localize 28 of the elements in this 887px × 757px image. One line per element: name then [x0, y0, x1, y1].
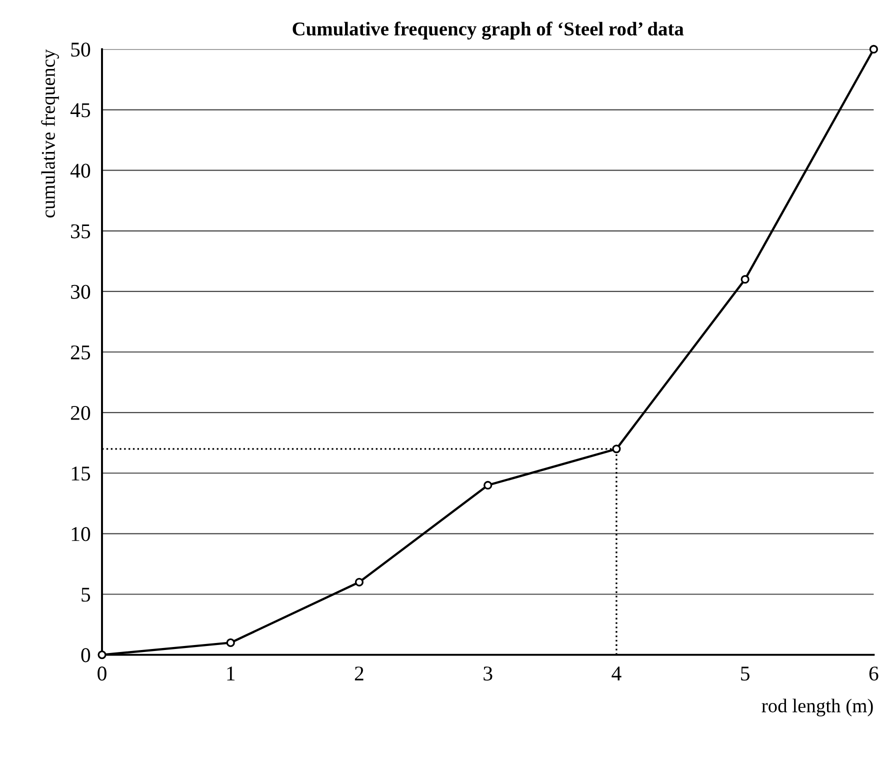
point — [354, 578, 364, 586]
y-tick-label: 10 — [72, 527, 90, 542]
point — [484, 480, 492, 490]
y-tick-label: 40 — [70, 164, 90, 178]
y-tick-label: 25 — [70, 345, 90, 360]
point — [740, 275, 750, 284]
y-tick-label: 50 — [71, 42, 90, 57]
x-tick-label: 5 — [741, 666, 750, 681]
y-tick-label: 45 — [70, 103, 90, 118]
y-tick-label: 30 — [71, 284, 90, 299]
chart-title: Cumulative frequency graph of ‘Steel rod’ data — [292, 22, 684, 40]
point — [98, 650, 106, 660]
x-tick-label: 1 — [227, 666, 235, 680]
x-tick-label: 2 — [354, 666, 364, 680]
y-tick-label: 15 — [72, 466, 90, 481]
x-tick-label: 3 — [484, 666, 492, 681]
x-tick-label: 4 — [612, 666, 622, 680]
point — [226, 638, 235, 647]
point — [612, 444, 621, 454]
y-tick-label: 5 — [82, 588, 90, 602]
y-tick-label: 20 — [70, 406, 90, 420]
x-tick-label: 6 — [869, 666, 878, 681]
y-tick-label: 0 — [81, 648, 90, 662]
y-axis-title: cumulative frequency — [41, 49, 59, 218]
x-tick-label: 0 — [98, 666, 106, 681]
y-tick-label: 35 — [71, 224, 90, 238]
x-axis-title: rod length (m) — [762, 698, 873, 716]
point — [869, 44, 878, 54]
